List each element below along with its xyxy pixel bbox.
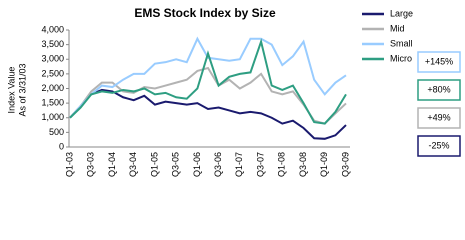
change-label: -25% (428, 140, 449, 150)
chart-title: EMS Stock Index by Size (134, 6, 276, 20)
change-box (417, 79, 461, 101)
change-label: +49% (427, 112, 450, 122)
x-tick-label: Q3-09 (340, 152, 350, 177)
chart: EMS Stock Index by Size Index Value As o… (6, 6, 461, 177)
x-tick-label: Q3-06 (213, 152, 223, 177)
change-label: +80% (427, 84, 450, 94)
legend-label: Micro (390, 53, 412, 63)
change-box (417, 51, 461, 73)
series-line (69, 88, 347, 140)
change-box (417, 107, 461, 129)
x-tick-label: Q1-07 (234, 152, 244, 177)
y-tick-label: 2,000 (41, 83, 64, 93)
y-tick-label: 1,500 (41, 98, 64, 108)
x-tick-label: Q1-03 (64, 152, 74, 177)
x-tick-label: Q3-04 (128, 152, 138, 177)
change-box (417, 135, 461, 157)
y-tick-label: 3,000 (41, 54, 64, 64)
legend-label: Large (390, 8, 413, 18)
series-line (69, 38, 347, 125)
x-tick-label: Q1-06 (192, 152, 202, 177)
change-label: +145% (425, 56, 453, 66)
y-tick-label: 3,500 (41, 39, 64, 49)
y-tick-label: 0 (59, 141, 64, 151)
y-axis-label: As of 3/31/03 (17, 63, 27, 116)
legend-label: Small (390, 38, 413, 48)
x-tick-label: Q1-09 (319, 152, 329, 177)
x-tick-label: Q3-03 (86, 152, 96, 177)
y-axis-label: Index Value (6, 67, 16, 114)
x-tick-label: Q3-08 (298, 152, 308, 177)
y-tick-label: 1,000 (41, 112, 64, 122)
y-tick-label: 500 (49, 127, 64, 137)
x-tick-label: Q1-05 (149, 152, 159, 177)
x-tick-label: Q1-08 (277, 152, 287, 177)
y-tick-label: 2,500 (41, 68, 64, 78)
series-line (69, 36, 347, 119)
x-tick-label: Q1-04 (107, 152, 117, 177)
legend-label: Mid (390, 23, 405, 33)
x-tick-label: Q3-05 (171, 152, 181, 177)
x-tick-label: Q3-07 (255, 152, 265, 177)
series-line (69, 66, 347, 125)
y-tick-label: 4,000 (41, 24, 64, 34)
